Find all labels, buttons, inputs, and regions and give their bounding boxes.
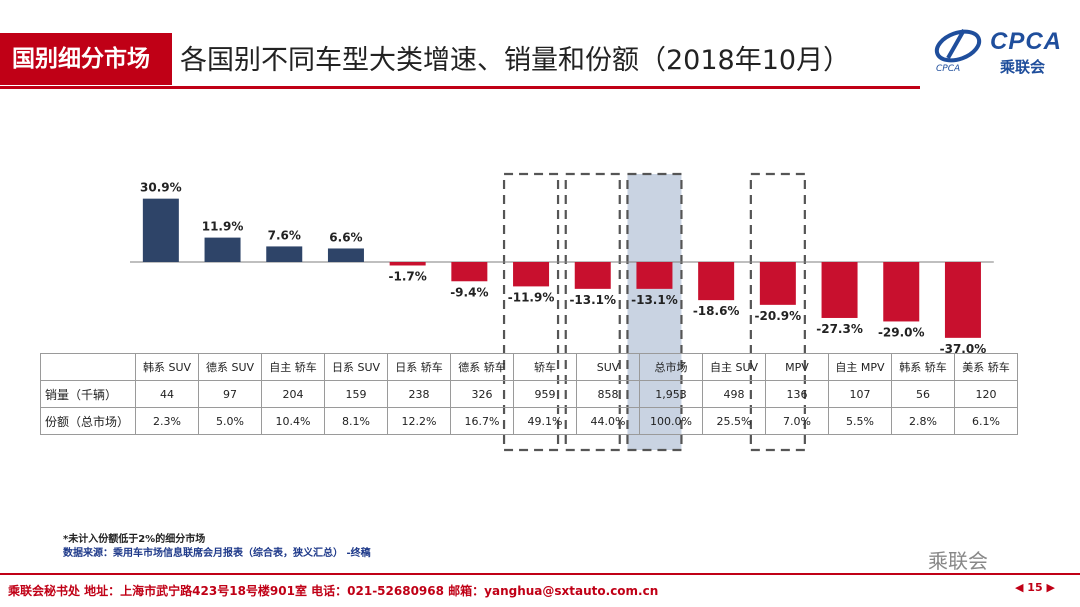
data-label: -1.7% xyxy=(389,269,427,283)
table-header-cell: 德系 轿车 xyxy=(450,353,514,381)
data-label: 7.6% xyxy=(268,228,301,242)
sales-cell: 136 xyxy=(765,380,829,408)
table-header-cell: 自主 SUV xyxy=(702,353,766,381)
table-header-cell: 总市场 xyxy=(639,353,703,381)
page-number: 15 xyxy=(1027,581,1043,594)
sales-cell: 159 xyxy=(324,380,388,408)
share-cell: 5.0% xyxy=(198,407,262,435)
bar xyxy=(574,262,611,289)
table-header-cell: 自主 MPV xyxy=(828,353,892,381)
row-label-share: 份额（总市场） xyxy=(40,407,136,435)
data-label: -11.9% xyxy=(508,290,555,304)
data-label: -13.1% xyxy=(569,293,616,307)
footer-contact: 乘联会秘书处 地址：上海市武宁路423号18号楼901室 电话：021-5268… xyxy=(8,584,659,598)
bar xyxy=(389,262,426,266)
share-cell: 16.7% xyxy=(450,407,514,435)
share-cell: 49.1% xyxy=(513,407,577,435)
bar xyxy=(944,262,981,338)
logo-small-text: CPCA xyxy=(936,64,961,74)
row-label-sales: 销量（千辆） xyxy=(40,380,136,408)
bar xyxy=(883,262,920,322)
wechat-watermark: 乘联会 xyxy=(928,549,988,573)
data-label: -20.9% xyxy=(755,309,802,323)
next-page-icon[interactable]: ▶ xyxy=(1046,581,1055,594)
table-header-row: 韩系 SUV 德系 SUV 自主 轿车 日系 SUV 日系 轿车 德系 轿车 轿车 SUV 总市… xyxy=(40,353,1018,381)
section-tag: 国别细分市场 xyxy=(0,33,172,85)
share-cell: 44.0% xyxy=(576,407,640,435)
data-label: -18.6% xyxy=(693,304,740,318)
bar xyxy=(142,198,179,262)
table-header-cell: 轿车 xyxy=(513,353,577,381)
data-source-note: 数据来源：乘用车市场信息联席会月报表（综合表，狭义汇总） -终稿 xyxy=(63,548,371,559)
data-label: 11.9% xyxy=(202,220,244,234)
cpca-logo-icon xyxy=(934,29,982,63)
pager[interactable]: ◀ 15 ▶ xyxy=(1015,581,1055,594)
bar xyxy=(636,262,673,289)
slide-header: 国别细分市场 各国别不同车型大类增速、销量和份额（2018年10月） CPCA … xyxy=(0,0,1080,90)
sales-cell: 204 xyxy=(261,380,325,408)
sales-cell: 238 xyxy=(387,380,451,408)
sales-cell: 858 xyxy=(576,380,640,408)
sales-cell: 326 xyxy=(450,380,514,408)
table-header-cell: 美系 轿车 xyxy=(954,353,1018,381)
table-header-cell: 自主 轿车 xyxy=(261,353,325,381)
data-label: -37.0% xyxy=(940,342,987,356)
data-label: 30.9% xyxy=(140,181,182,195)
bar xyxy=(513,262,550,287)
share-cell: 2.8% xyxy=(891,407,955,435)
bar xyxy=(451,262,488,282)
data-label: -9.4% xyxy=(450,285,488,299)
table-header-cell: 韩系 SUV xyxy=(135,353,199,381)
share-cell: 8.1% xyxy=(324,407,388,435)
table-header-cell: MPV xyxy=(765,353,829,381)
table-header-cell: SUV xyxy=(576,353,640,381)
bar xyxy=(759,262,796,305)
footer-rule xyxy=(0,573,1080,575)
page-title: 各国别不同车型大类增速、销量和份额（2018年10月） xyxy=(180,45,851,76)
share-cell: 2.3% xyxy=(135,407,199,435)
sales-cell: 107 xyxy=(828,380,892,408)
bar xyxy=(327,248,364,262)
logo-text: CPCA xyxy=(990,28,1063,55)
table-header-cell: 日系 SUV xyxy=(324,353,388,381)
share-cell: 6.1% xyxy=(954,407,1018,435)
bar xyxy=(821,262,858,318)
sales-cell: 44 xyxy=(135,380,199,408)
prev-page-icon[interactable]: ◀ xyxy=(1015,581,1028,594)
share-cell: 10.4% xyxy=(261,407,325,435)
sales-cell: 959 xyxy=(513,380,577,408)
table-header-cell: 日系 轿车 xyxy=(387,353,451,381)
share-cell: 12.2% xyxy=(387,407,451,435)
data-label: -29.0% xyxy=(878,325,925,339)
header-rule xyxy=(0,86,920,89)
footnote: *未计入份额低于2%的细分市场 xyxy=(63,534,206,545)
share-cell: 7.0% xyxy=(765,407,829,435)
share-cell: 5.5% xyxy=(828,407,892,435)
sales-cell: 97 xyxy=(198,380,262,408)
table-header-cell: 韩系 轿车 xyxy=(891,353,955,381)
logo-subtext: 乘联会 xyxy=(1000,58,1046,76)
bar xyxy=(698,262,735,301)
share-cell: 25.5% xyxy=(702,407,766,435)
sales-cell: 120 xyxy=(954,380,1018,408)
sales-cell: 1,953 xyxy=(639,380,703,408)
table-row-sales: 销量（千辆） 44 97 204 159 238 326 959 858 1,953 498 136… xyxy=(40,380,1018,408)
data-label: 6.6% xyxy=(329,230,362,244)
table-row-share: 份额（总市场） 2.3% 5.0% 10.4% 8.1% 12.2% 16.7% 49.1%… xyxy=(40,407,1018,435)
share-cell: 100.0% xyxy=(639,407,703,435)
sales-share-table: 韩系 SUV 德系 SUV 自主 轿车 日系 SUV 日系 轿车 德系 轿车 轿车 SUV 总市… xyxy=(40,353,1018,435)
table-corner-cell xyxy=(40,353,136,381)
data-label: -27.3% xyxy=(816,322,863,336)
bar xyxy=(266,246,303,262)
sales-cell: 498 xyxy=(702,380,766,408)
data-label: -13.1% xyxy=(631,293,678,307)
sales-cell: 56 xyxy=(891,380,955,408)
bar xyxy=(204,237,241,262)
table-header-cell: 德系 SUV xyxy=(198,353,262,381)
